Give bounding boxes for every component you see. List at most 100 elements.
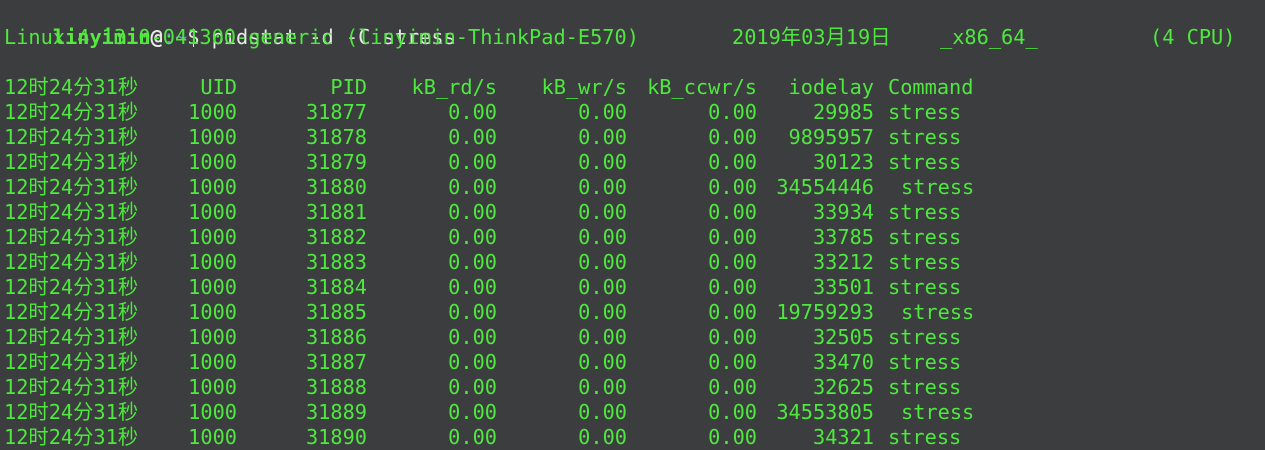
cell-uid: 1000: [188, 200, 237, 224]
cell-time: 12时24分31秒: [4, 350, 139, 374]
cell-kb-wr: 0.00: [578, 100, 627, 124]
cell-command: stress: [901, 175, 975, 199]
cell-iodelay: 33501: [812, 275, 874, 299]
cell-pid: 31877: [305, 100, 367, 124]
cell-command: stress: [888, 125, 962, 149]
cell-kb-ccwr: kB_ccwr/s: [647, 75, 757, 99]
cell-kb-ccwr: 0.00: [708, 250, 757, 274]
cell-kb-rd: 0.00: [448, 300, 497, 324]
table-row: 12时24分31秒 1000 31879 0.00 0.00 0.00 30123 stres…: [4, 150, 1265, 175]
cell-pid: 31885: [305, 300, 367, 324]
cell-time: 12时24分31秒: [4, 175, 139, 199]
cell-time: 12时24分31秒: [4, 125, 139, 149]
cell-kb-rd: 0.00: [448, 325, 497, 349]
cell-kb-wr: 0.00: [578, 325, 627, 349]
cell-kb-rd: 0.00: [448, 225, 497, 249]
cell-uid: 1000: [188, 150, 237, 174]
cell-kb-rd: 0.00: [448, 350, 497, 374]
cell-command: stress: [888, 100, 962, 124]
cell-kb-ccwr: 0.00: [708, 125, 757, 149]
cell-pid: 31888: [305, 375, 367, 399]
cell-kb-rd: 0.00: [448, 150, 497, 174]
cell-pid: 31883: [305, 250, 367, 274]
cell-kb-ccwr: 0.00: [708, 300, 757, 324]
cell-iodelay: iodelay: [788, 75, 874, 99]
cell-iodelay: 33785: [812, 225, 874, 249]
cpu-info: (4 CPU): [1150, 25, 1236, 49]
cell-time: 12时24分31秒: [4, 150, 139, 174]
cell-iodelay: 19759293: [776, 300, 874, 324]
table-row: 12时24分31秒 1000 31881 0.00 0.00 0.00 33934 stres…: [4, 200, 1265, 225]
cell-kb-wr: 0.00: [578, 175, 627, 199]
cell-time: 12时24分31秒: [4, 225, 139, 249]
cell-kb-wr: 0.00: [578, 275, 627, 299]
cell-pid: 31884: [305, 275, 367, 299]
cell-iodelay: 32625: [812, 375, 874, 399]
cell-time: 12时24分31秒: [4, 300, 139, 324]
cell-pid: 31881: [305, 200, 367, 224]
cell-kb-wr: 0.00: [578, 200, 627, 224]
cell-command: Command: [888, 75, 974, 99]
cell-kb-rd: 0.00: [448, 400, 497, 424]
table-row: 12时24分31秒 1000 31887 0.00 0.00 0.00 33470 stres…: [4, 350, 1265, 375]
table-row: 12时24分31秒 1000 31880 0.00 0.00 0.00 34554446 st…: [4, 175, 1265, 200]
cell-uid: UID: [200, 75, 237, 99]
cell-kb-wr: 0.00: [578, 375, 627, 399]
cell-iodelay: 9895957: [788, 125, 874, 149]
cell-kb-rd: 0.00: [448, 200, 497, 224]
cell-uid: 1000: [188, 350, 237, 374]
cell-iodelay: 33470: [812, 350, 874, 374]
cell-command: stress: [888, 425, 962, 449]
cell-kb-wr: kB_wr/s: [541, 75, 627, 99]
prompt-user: linyimin: [52, 25, 151, 49]
cell-uid: 1000: [188, 400, 237, 424]
sysinfo-line: Linux 4.13.0-041300-generic (linyimin-Th…: [4, 25, 1265, 50]
cell-pid: 31880: [305, 175, 367, 199]
cell-kb-wr: 0.00: [578, 400, 627, 424]
cell-kb-rd: 0.00: [448, 425, 497, 449]
cell-kb-ccwr: 0.00: [708, 100, 757, 124]
cell-command: stress: [888, 250, 962, 274]
cell-uid: 1000: [188, 100, 237, 124]
table-row: 12时24分31秒 1000 31886 0.00 0.00 0.00 32505 stres…: [4, 325, 1265, 350]
cell-time: 12时24分31秒: [4, 325, 139, 349]
pidstat-table: 12时24分31秒 UID PID kB_rd/s kB_wr/s kB_ccwr/s io…: [4, 75, 1265, 450]
table-row: 12时24分31秒 1000 31878 0.00 0.00 0.00 9895957 str…: [4, 125, 1265, 150]
cell-iodelay: 29985: [812, 100, 874, 124]
cell-uid: 1000: [188, 275, 237, 299]
cell-kb-ccwr: 0.00: [708, 175, 757, 199]
cell-uid: 1000: [188, 125, 237, 149]
prompt-path: :~: [162, 25, 188, 49]
blank-line: [4, 50, 1265, 75]
cell-kb-rd: 0.00: [448, 250, 497, 274]
cell-command: stress: [888, 150, 962, 174]
cell-iodelay: 34321: [812, 425, 874, 449]
cell-time: 12时24分31秒: [4, 100, 139, 124]
cell-time: 12时24分31秒: [4, 375, 139, 399]
cell-iodelay: 33934: [812, 200, 874, 224]
cell-command: stress: [888, 200, 962, 224]
cell-iodelay: 32505: [812, 325, 874, 349]
table-row: 12时24分31秒 1000 31882 0.00 0.00 0.00 33785 stres…: [4, 225, 1265, 250]
cell-command: stress: [888, 275, 962, 299]
cell-kb-rd: 0.00: [448, 125, 497, 149]
table-row: 12时24分31秒 1000 31883 0.00 0.00 0.00 33212 stres…: [4, 250, 1265, 275]
cell-pid: PID: [330, 75, 367, 99]
cell-pid: 31878: [305, 125, 367, 149]
cell-command: stress: [888, 350, 962, 374]
cell-kb-wr: 0.00: [578, 150, 627, 174]
arch-info: _x86_64_: [940, 25, 1038, 49]
cell-pid: 31887: [305, 350, 367, 374]
cell-uid: 1000: [188, 425, 237, 449]
cell-kb-ccwr: 0.00: [708, 350, 757, 374]
cell-command: stress: [901, 400, 975, 424]
cell-uid: 1000: [188, 300, 237, 324]
cell-command: stress: [888, 225, 962, 249]
table-row: 12时24分31秒 1000 31888 0.00 0.00 0.00 32625 stres…: [4, 375, 1265, 400]
cell-time: 12时24分31秒: [4, 250, 139, 274]
cell-uid: 1000: [188, 250, 237, 274]
cell-uid: 1000: [188, 225, 237, 249]
table-row: 12时24分31秒 1000 31890 0.00 0.00 0.00 34321 stres…: [4, 425, 1265, 450]
cell-kb-wr: 0.00: [578, 300, 627, 324]
